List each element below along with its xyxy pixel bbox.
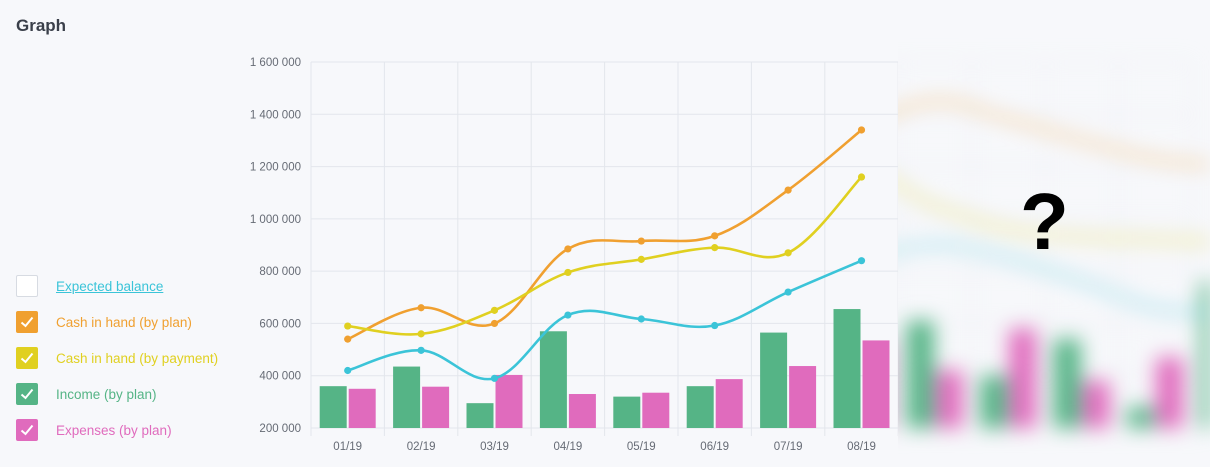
bar-income xyxy=(539,331,567,428)
checkbox-expenses[interactable] xyxy=(16,419,38,441)
bar-income xyxy=(319,386,347,428)
bar-expenses xyxy=(1156,357,1184,428)
line-point xyxy=(564,268,572,277)
line-point xyxy=(490,319,499,328)
checkbox-cash-plan[interactable] xyxy=(16,311,38,333)
line-point xyxy=(857,126,866,134)
x-tick-label: 03/19 xyxy=(480,441,509,453)
line-cash-plan xyxy=(898,99,1210,167)
line-point xyxy=(344,335,352,343)
checkbox-cash-payment[interactable] xyxy=(16,347,38,369)
checkbox-expected-balance[interactable] xyxy=(16,275,38,297)
bar-income xyxy=(466,403,494,428)
line-point xyxy=(857,173,866,181)
legend-label-expenses[interactable]: Expenses (by plan) xyxy=(56,422,172,438)
bar-expenses xyxy=(862,340,890,428)
bar-income xyxy=(906,320,934,428)
legend-item-cash-payment[interactable]: Cash in hand (by payment) xyxy=(16,346,276,370)
line-point xyxy=(711,321,719,330)
bar-expenses xyxy=(935,370,963,428)
y-tick-label: 1 200 000 xyxy=(250,162,301,174)
bar-expenses xyxy=(568,394,596,428)
checkmark-icon xyxy=(20,388,34,400)
checkmark-icon xyxy=(20,352,34,364)
line-point xyxy=(857,257,866,265)
bar-income xyxy=(393,366,421,428)
line-point xyxy=(417,346,425,354)
bar-expenses xyxy=(495,374,523,428)
page-title: Graph xyxy=(16,16,67,35)
legend-item-income[interactable]: Income (by plan) xyxy=(16,382,276,406)
line-cash-payment xyxy=(898,183,1210,244)
line-point xyxy=(637,237,645,245)
bar-income xyxy=(1200,281,1210,428)
x-tick-label: 01/19 xyxy=(333,441,362,453)
bar-income xyxy=(686,386,714,428)
y-tick-label: 200 000 xyxy=(259,423,301,435)
bar-income xyxy=(760,332,788,428)
y-tick-label: 1 400 000 xyxy=(250,109,301,121)
x-tick-label: 02/19 xyxy=(407,441,436,453)
line-point xyxy=(711,244,719,252)
line-point xyxy=(344,322,352,330)
legend-label-income[interactable]: Income (by plan) xyxy=(56,386,157,402)
line-point xyxy=(784,288,792,296)
line-point xyxy=(417,304,425,312)
bar-expenses xyxy=(1009,328,1037,428)
legend-label-expected-balance[interactable]: Expected balance xyxy=(56,278,164,294)
y-tick-label: 1 000 000 xyxy=(250,214,301,226)
legend-item-expenses[interactable]: Expenses (by plan) xyxy=(16,418,276,442)
bar-income xyxy=(980,375,1008,428)
line-point xyxy=(564,245,572,253)
bar-expenses xyxy=(348,388,376,428)
y-tick-label: 600 000 xyxy=(259,318,301,330)
line-point xyxy=(784,186,792,194)
line-point xyxy=(564,311,572,319)
y-tick-label: 400 000 xyxy=(259,371,301,383)
bar-expenses xyxy=(1082,380,1110,428)
bar-income xyxy=(833,309,861,428)
line-point xyxy=(490,374,499,382)
bar-income xyxy=(1053,339,1081,428)
line-point xyxy=(490,306,499,314)
y-tick-label: 1 600 000 xyxy=(250,57,301,69)
legend-label-cash-plan[interactable]: Cash in hand (by plan) xyxy=(56,314,192,330)
line-point xyxy=(417,330,425,338)
bar-expenses xyxy=(642,392,670,428)
line-point xyxy=(711,232,719,240)
legend-item-expected-balance[interactable]: Expected balance xyxy=(16,274,276,298)
line-point xyxy=(784,249,792,257)
checkmark-icon xyxy=(20,424,34,436)
bar-expenses xyxy=(715,379,743,428)
x-tick-label: 07/19 xyxy=(774,441,803,453)
x-tick-label: 08/19 xyxy=(847,441,876,453)
x-tick-label: 05/19 xyxy=(627,441,656,453)
line-point xyxy=(637,255,645,263)
bar-expenses xyxy=(789,366,817,428)
checkbox-income[interactable] xyxy=(16,383,38,405)
bar-income xyxy=(613,396,641,428)
chart-visible-area: 200 000 400 000 600 000 800 000 1 000 000 1 2… xyxy=(250,57,898,453)
bar-income xyxy=(1127,407,1155,428)
blurred-region xyxy=(898,0,1210,467)
x-tick-label: 06/19 xyxy=(700,441,729,453)
question-mark: ? xyxy=(1020,177,1069,266)
checkmark-icon xyxy=(20,316,34,328)
bar-expenses xyxy=(422,386,450,428)
line-cash-plan xyxy=(347,128,863,341)
legend-item-cash-plan[interactable]: Cash in hand (by plan) xyxy=(16,310,276,334)
line-point xyxy=(344,366,352,375)
x-tick-label: 04/19 xyxy=(554,441,583,453)
line-point xyxy=(637,315,645,323)
legend-label-cash-payment[interactable]: Cash in hand (by payment) xyxy=(56,350,219,366)
line-expected-balance xyxy=(347,259,863,381)
y-tick-label: 800 000 xyxy=(259,266,301,278)
line-expected-balance xyxy=(898,243,1210,314)
